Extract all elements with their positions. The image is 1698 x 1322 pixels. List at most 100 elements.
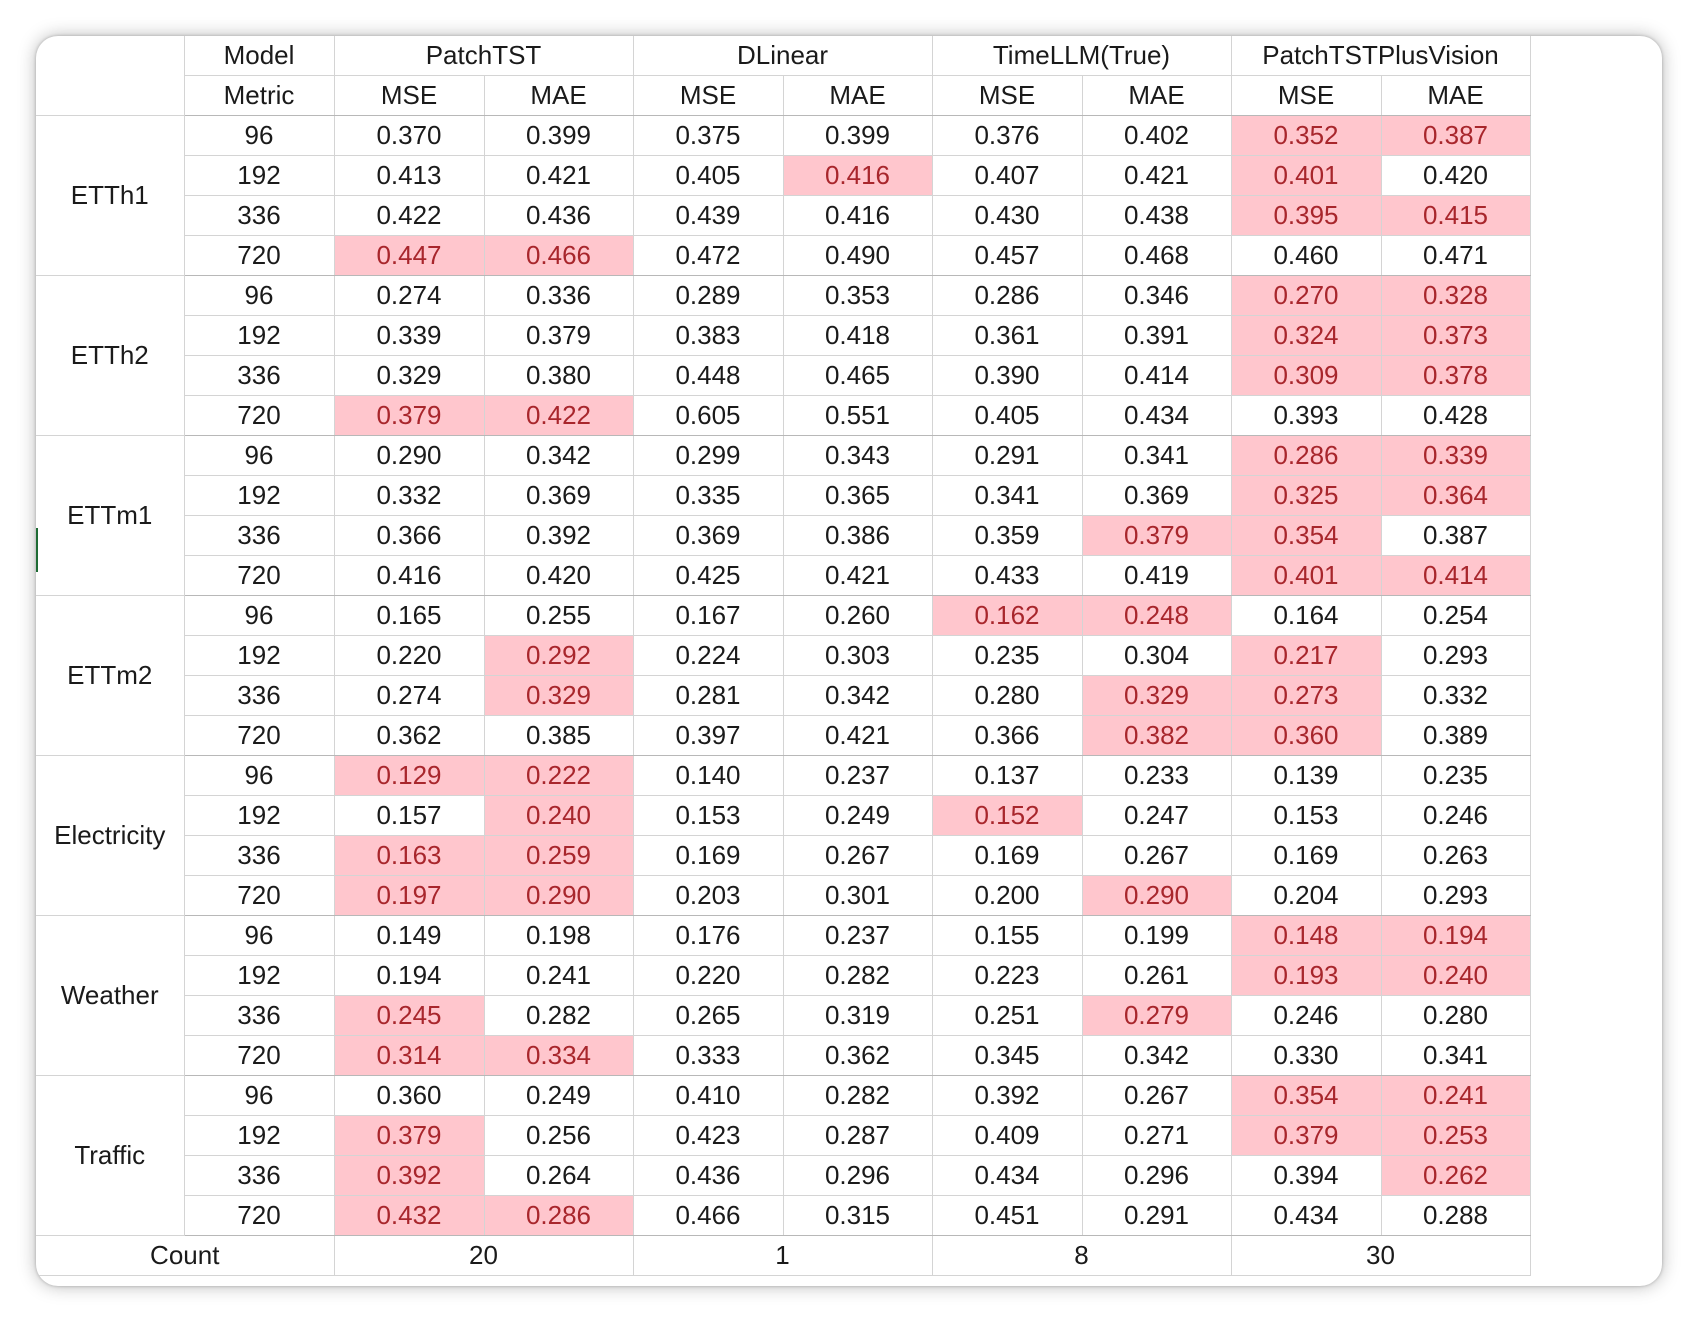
value-cell[interactable]: 0.247 xyxy=(1082,795,1232,836)
value-cell[interactable]: 0.333 xyxy=(633,1035,784,1076)
value-cell[interactable]: 0.379 xyxy=(484,315,634,356)
dataset-label-cell[interactable]: ETTh1 xyxy=(36,115,185,276)
value-cell[interactable]: 0.407 xyxy=(932,155,1083,196)
value-cell[interactable]: 0.198 xyxy=(484,915,634,956)
value-cell[interactable]: 0.416 xyxy=(783,155,933,196)
value-cell[interactable]: 0.490 xyxy=(783,235,933,276)
value-cell[interactable]: 0.448 xyxy=(633,355,784,396)
value-cell[interactable]: 0.193 xyxy=(1231,955,1382,996)
value-cell[interactable]: 0.405 xyxy=(932,395,1083,436)
value-cell[interactable]: 0.395 xyxy=(1231,195,1382,236)
value-cell[interactable]: 0.376 xyxy=(932,115,1083,156)
value-cell[interactable]: 0.255 xyxy=(484,595,634,636)
value-cell[interactable]: 0.379 xyxy=(1082,515,1232,556)
value-cell[interactable]: 0.217 xyxy=(1231,635,1382,676)
value-cell[interactable]: 0.466 xyxy=(484,235,634,276)
value-cell[interactable]: 0.471 xyxy=(1381,235,1531,276)
value-cell[interactable]: 0.237 xyxy=(783,755,933,796)
value-cell[interactable]: 0.465 xyxy=(783,355,933,396)
value-cell[interactable]: 0.460 xyxy=(1231,235,1382,276)
value-cell[interactable]: 0.169 xyxy=(1231,835,1382,876)
value-cell[interactable]: 0.290 xyxy=(1082,875,1232,916)
dataset-label-cell[interactable]: Electricity xyxy=(36,755,185,916)
value-cell[interactable]: 0.249 xyxy=(783,795,933,836)
value-cell[interactable]: 0.167 xyxy=(633,595,784,636)
value-cell[interactable]: 0.280 xyxy=(1381,995,1531,1036)
value-cell[interactable]: 0.220 xyxy=(633,955,784,996)
value-cell[interactable]: 0.220 xyxy=(334,635,485,676)
value-cell[interactable]: 0.433 xyxy=(932,555,1083,596)
value-cell[interactable]: 0.315 xyxy=(783,1195,933,1236)
value-cell[interactable]: 0.397 xyxy=(633,715,784,756)
horizon-cell[interactable]: 192 xyxy=(184,955,335,996)
value-cell[interactable]: 0.346 xyxy=(1082,275,1232,316)
value-cell[interactable]: 0.303 xyxy=(783,635,933,676)
value-cell[interactable]: 0.352 xyxy=(1231,115,1382,156)
value-cell[interactable]: 0.267 xyxy=(1082,835,1232,876)
value-cell[interactable]: 0.287 xyxy=(783,1115,933,1156)
value-cell[interactable]: 0.296 xyxy=(1082,1155,1232,1196)
value-cell[interactable]: 0.434 xyxy=(1082,395,1232,436)
value-cell[interactable]: 0.301 xyxy=(783,875,933,916)
value-cell[interactable]: 0.341 xyxy=(932,475,1083,516)
value-cell[interactable]: 0.451 xyxy=(932,1195,1083,1236)
value-cell[interactable]: 0.342 xyxy=(783,675,933,716)
horizon-cell[interactable]: 96 xyxy=(184,435,335,476)
value-cell[interactable]: 0.422 xyxy=(484,395,634,436)
corner-cell[interactable] xyxy=(36,36,185,116)
value-cell[interactable]: 0.332 xyxy=(1381,675,1531,716)
value-cell[interactable]: 0.421 xyxy=(484,155,634,196)
value-cell[interactable]: 0.447 xyxy=(334,235,485,276)
value-cell[interactable]: 0.405 xyxy=(633,155,784,196)
horizon-cell[interactable]: 96 xyxy=(184,275,335,316)
value-cell[interactable]: 0.354 xyxy=(1231,1075,1382,1116)
value-cell[interactable]: 0.265 xyxy=(633,995,784,1036)
value-cell[interactable]: 0.286 xyxy=(484,1195,634,1236)
value-cell[interactable]: 0.309 xyxy=(1231,355,1382,396)
value-cell[interactable]: 0.369 xyxy=(633,515,784,556)
value-cell[interactable]: 0.200 xyxy=(932,875,1083,916)
value-cell[interactable]: 0.293 xyxy=(1381,635,1531,676)
value-cell[interactable]: 0.235 xyxy=(1381,755,1531,796)
value-cell[interactable]: 0.365 xyxy=(783,475,933,516)
value-cell[interactable]: 0.420 xyxy=(484,555,634,596)
horizon-cell[interactable]: 720 xyxy=(184,875,335,916)
value-cell[interactable]: 0.414 xyxy=(1381,555,1531,596)
value-cell[interactable]: 0.246 xyxy=(1231,995,1382,1036)
value-cell[interactable]: 0.385 xyxy=(484,715,634,756)
value-cell[interactable]: 0.251 xyxy=(932,995,1083,1036)
value-cell[interactable]: 0.152 xyxy=(932,795,1083,836)
value-cell[interactable]: 0.421 xyxy=(783,555,933,596)
value-cell[interactable]: 0.343 xyxy=(783,435,933,476)
value-cell[interactable]: 0.421 xyxy=(1082,155,1232,196)
value-cell[interactable]: 0.334 xyxy=(484,1035,634,1076)
value-cell[interactable]: 0.165 xyxy=(334,595,485,636)
dataset-label-cell[interactable]: Weather xyxy=(36,915,185,1076)
value-cell[interactable]: 0.260 xyxy=(783,595,933,636)
value-cell[interactable]: 0.373 xyxy=(1381,315,1531,356)
value-cell[interactable]: 0.369 xyxy=(484,475,634,516)
value-cell[interactable]: 0.362 xyxy=(334,715,485,756)
value-cell[interactable]: 0.369 xyxy=(1082,475,1232,516)
horizon-cell[interactable]: 96 xyxy=(184,1075,335,1116)
value-cell[interactable]: 0.249 xyxy=(484,1075,634,1116)
horizon-cell[interactable]: 96 xyxy=(184,755,335,796)
value-cell[interactable]: 0.293 xyxy=(1381,875,1531,916)
value-cell[interactable]: 0.286 xyxy=(932,275,1083,316)
value-cell[interactable]: 0.271 xyxy=(1082,1115,1232,1156)
value-cell[interactable]: 0.282 xyxy=(783,1075,933,1116)
value-cell[interactable]: 0.235 xyxy=(932,635,1083,676)
value-cell[interactable]: 0.245 xyxy=(334,995,485,1036)
value-cell[interactable]: 0.139 xyxy=(1231,755,1382,796)
horizon-cell[interactable]: 720 xyxy=(184,715,335,756)
value-cell[interactable]: 0.380 xyxy=(484,355,634,396)
count-label-cell[interactable]: Count xyxy=(36,1235,335,1276)
value-cell[interactable]: 0.324 xyxy=(1231,315,1382,356)
value-cell[interactable]: 0.157 xyxy=(334,795,485,836)
value-cell[interactable]: 0.605 xyxy=(633,395,784,436)
value-cell[interactable]: 0.402 xyxy=(1082,115,1232,156)
value-cell[interactable]: 0.375 xyxy=(633,115,784,156)
metric-header-cell[interactable]: MAE xyxy=(1381,75,1531,116)
value-cell[interactable]: 0.222 xyxy=(484,755,634,796)
dataset-label-cell[interactable]: Traffic xyxy=(36,1075,185,1236)
